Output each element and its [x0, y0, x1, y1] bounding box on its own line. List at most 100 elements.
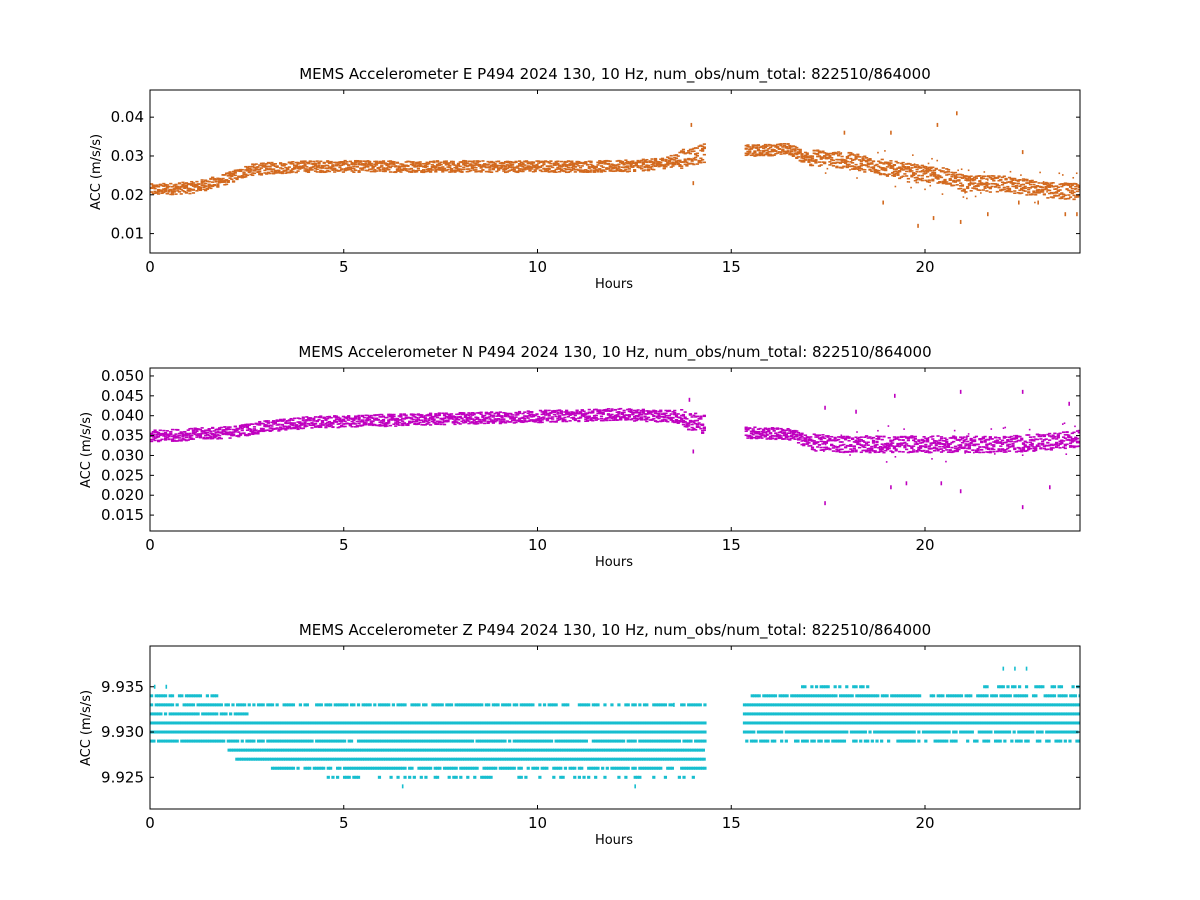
data-point	[952, 450, 956, 453]
data-point	[824, 435, 829, 437]
data-point	[912, 174, 916, 177]
data-point	[559, 168, 563, 171]
data-point	[320, 424, 325, 426]
data-point	[624, 414, 628, 416]
data-point	[212, 436, 216, 439]
data-point	[451, 163, 455, 166]
data-point	[301, 166, 305, 169]
data-point	[680, 408, 684, 411]
data-point	[387, 422, 391, 424]
data-point	[751, 429, 755, 432]
data-point	[411, 169, 415, 172]
data-point	[782, 434, 787, 437]
data-point	[533, 420, 537, 423]
data-point	[606, 417, 611, 419]
data-point	[423, 164, 427, 167]
data-point	[1028, 193, 1033, 196]
data-point	[831, 151, 836, 154]
data-point	[165, 433, 169, 436]
data-point	[1034, 201, 1036, 204]
data-point	[472, 162, 476, 164]
data-point	[237, 431, 241, 433]
data-point	[859, 165, 863, 167]
data-point	[378, 168, 382, 171]
data-point	[690, 148, 694, 151]
data-point	[880, 162, 884, 164]
data-point	[191, 432, 196, 435]
data-point	[538, 417, 543, 420]
data-point	[941, 193, 944, 195]
data-point	[695, 147, 699, 149]
data-point	[631, 413, 635, 416]
data-point	[906, 437, 910, 440]
data-point	[1048, 186, 1052, 188]
data-point	[1037, 192, 1041, 194]
data-point	[212, 435, 216, 437]
data-point	[643, 160, 647, 162]
data-point	[781, 438, 785, 440]
y-axis-label: ACC (m/s/s)	[79, 412, 94, 488]
data-point	[976, 175, 980, 177]
data-point	[850, 438, 855, 441]
data-point	[683, 159, 687, 162]
data-point	[769, 435, 773, 438]
data-point	[667, 162, 672, 164]
data-point	[442, 420, 447, 423]
data-point	[397, 424, 401, 426]
data-point	[744, 152, 748, 155]
data-point	[857, 159, 862, 161]
data-point	[381, 424, 386, 426]
data-point	[1032, 181, 1036, 183]
data-point	[840, 448, 844, 451]
data-point	[854, 439, 858, 442]
data-point	[547, 409, 551, 412]
data-point	[294, 426, 298, 428]
data-point	[936, 182, 940, 184]
data-point	[542, 418, 546, 420]
data-point	[1035, 185, 1040, 187]
data-point	[240, 176, 244, 178]
data-point	[770, 428, 774, 430]
data-point	[212, 430, 216, 432]
data-point	[772, 427, 776, 430]
data-point	[776, 428, 780, 430]
data-point	[798, 148, 802, 151]
data-point	[519, 421, 523, 423]
data-point	[943, 171, 947, 174]
data-point	[864, 160, 869, 162]
data-point	[1028, 181, 1033, 183]
data-point	[333, 415, 337, 418]
data-point	[945, 183, 949, 185]
data-point	[320, 421, 325, 423]
data-point	[955, 184, 959, 186]
data-point	[326, 167, 330, 170]
data-point	[685, 422, 689, 424]
data-point	[446, 420, 450, 423]
data-point	[158, 189, 162, 191]
data-point	[779, 435, 783, 437]
data-point	[312, 163, 316, 165]
data-point	[268, 168, 272, 170]
data-point	[362, 166, 366, 169]
data-point	[425, 165, 429, 168]
data-point	[1016, 179, 1020, 182]
data-point	[299, 162, 304, 164]
data-point	[570, 412, 574, 414]
data-point	[601, 419, 605, 422]
data-point	[373, 163, 377, 166]
data-point	[852, 166, 856, 168]
data-point	[184, 434, 189, 437]
data-point	[218, 434, 222, 437]
data-point	[566, 168, 570, 171]
data-point	[294, 171, 298, 174]
data-point	[945, 449, 949, 451]
data-point	[964, 443, 968, 445]
data-point	[226, 172, 230, 174]
data-point	[967, 184, 972, 186]
data-point	[925, 171, 930, 173]
data-point	[837, 449, 839, 452]
data-point	[633, 164, 637, 167]
data-point	[280, 167, 284, 170]
data-point	[570, 411, 574, 413]
data-point	[782, 152, 787, 155]
